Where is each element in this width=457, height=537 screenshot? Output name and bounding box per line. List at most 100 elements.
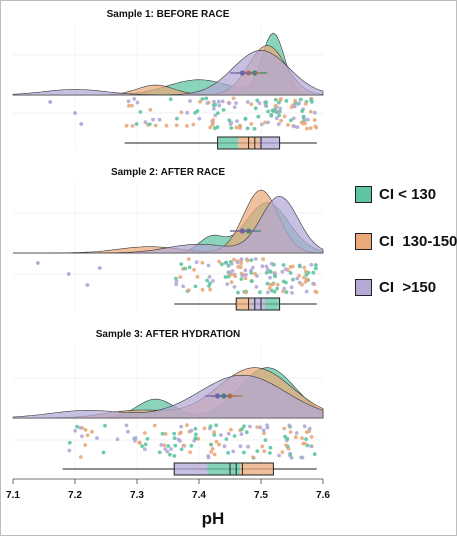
raw-point bbox=[285, 436, 290, 441]
raw-point bbox=[244, 272, 248, 277]
raw-point bbox=[229, 262, 234, 266]
raw-point bbox=[234, 101, 239, 105]
raw-point bbox=[220, 99, 225, 104]
raw-point bbox=[173, 443, 178, 448]
raw-point bbox=[213, 126, 217, 131]
panels-layer: Sample 1: BEFORE RACE Sample 2: AFTER RAC… bbox=[12, 9, 324, 476]
mean-point bbox=[215, 393, 221, 399]
raw-point bbox=[152, 423, 157, 428]
raw-point bbox=[212, 106, 216, 111]
raw-point bbox=[264, 264, 269, 269]
raw-point bbox=[197, 116, 202, 121]
raw-point bbox=[252, 126, 257, 131]
raw-point bbox=[229, 427, 233, 432]
raw-point bbox=[249, 122, 254, 126]
raw-point bbox=[85, 433, 90, 438]
raw-point bbox=[210, 447, 215, 451]
raw-point bbox=[290, 291, 294, 295]
raw-point bbox=[209, 450, 214, 454]
raw-point bbox=[281, 263, 286, 267]
raw-point bbox=[224, 260, 229, 265]
raw-point bbox=[255, 425, 260, 429]
raw-point bbox=[300, 436, 304, 440]
mean-point bbox=[239, 228, 245, 234]
raw-point bbox=[293, 98, 297, 103]
raw-point bbox=[101, 450, 106, 455]
raw-point bbox=[138, 440, 142, 445]
raw-point bbox=[268, 275, 272, 280]
raw-point bbox=[179, 424, 184, 429]
raw-point bbox=[212, 433, 217, 437]
raw-point bbox=[219, 262, 224, 267]
raw-point bbox=[264, 270, 269, 275]
raw-point bbox=[232, 285, 237, 289]
raw-point bbox=[263, 438, 268, 442]
raw-point bbox=[290, 264, 295, 269]
boxplot-box bbox=[173, 462, 274, 476]
raw-point bbox=[103, 423, 107, 428]
raw-point bbox=[142, 431, 147, 435]
raw-point bbox=[172, 431, 177, 436]
raw-point bbox=[250, 265, 255, 270]
raw-point bbox=[209, 442, 214, 447]
raw-point bbox=[189, 443, 194, 448]
raw-point bbox=[242, 450, 246, 455]
boxplot-fill bbox=[265, 298, 280, 310]
raw-point-outlier bbox=[73, 111, 77, 115]
raw-point bbox=[204, 96, 209, 101]
raw-point bbox=[229, 126, 234, 130]
raw-point bbox=[262, 431, 266, 436]
raw-point bbox=[306, 117, 310, 122]
raw-point bbox=[288, 118, 293, 123]
legend-item-ci-gt-150: CI >150 bbox=[355, 276, 436, 298]
raw-point bbox=[189, 428, 194, 433]
raw-point bbox=[239, 261, 243, 266]
raw-point bbox=[243, 116, 248, 121]
raw-point bbox=[200, 260, 205, 265]
raw-point bbox=[245, 258, 250, 263]
raw-point bbox=[151, 117, 155, 122]
raw-point bbox=[265, 423, 269, 428]
raw-point bbox=[194, 436, 198, 441]
raw-point bbox=[311, 270, 316, 275]
raw-point bbox=[298, 97, 303, 102]
raw-point bbox=[176, 437, 181, 442]
raw-point bbox=[185, 423, 189, 427]
raw-point bbox=[273, 274, 277, 279]
raw-point bbox=[293, 435, 298, 440]
raw-point bbox=[194, 260, 199, 264]
mean-point bbox=[239, 70, 245, 76]
raw-point bbox=[266, 109, 270, 114]
raw-point bbox=[132, 97, 137, 101]
raw-point bbox=[187, 288, 191, 293]
raw-point bbox=[292, 124, 297, 129]
raw-point bbox=[255, 449, 260, 453]
raw-point bbox=[212, 452, 217, 457]
raw-point bbox=[206, 263, 211, 268]
raw-point bbox=[90, 429, 94, 434]
raw-point bbox=[251, 455, 255, 460]
raw-point bbox=[202, 426, 207, 431]
raw-point bbox=[273, 97, 278, 102]
raw-point bbox=[286, 123, 290, 127]
raw-point bbox=[219, 433, 223, 437]
raw-point-outlier bbox=[79, 122, 84, 126]
raw-point bbox=[309, 444, 314, 448]
raw-point bbox=[246, 444, 251, 449]
raw-point bbox=[314, 290, 319, 294]
raw-point bbox=[291, 116, 296, 121]
raw-point bbox=[124, 123, 129, 128]
raw-point bbox=[301, 441, 306, 446]
raw-point bbox=[232, 434, 237, 438]
raw-point bbox=[163, 432, 168, 436]
legend-item-ci-130-150: CI 130-150 bbox=[355, 230, 457, 252]
raw-point bbox=[303, 102, 308, 106]
raw-point bbox=[221, 108, 226, 112]
raw-point bbox=[268, 445, 273, 450]
raw-point bbox=[208, 125, 213, 130]
panel-1: Sample 1: BEFORE RACE bbox=[12, 9, 324, 150]
raw-point bbox=[226, 263, 231, 268]
boxplot-fill bbox=[240, 463, 274, 475]
raw-point bbox=[257, 101, 262, 105]
